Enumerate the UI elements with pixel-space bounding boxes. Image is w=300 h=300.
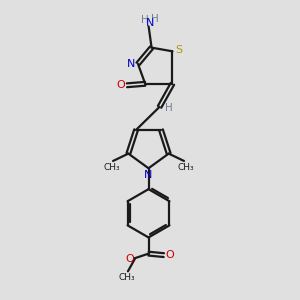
- Text: O: O: [117, 80, 125, 90]
- Text: N: N: [127, 59, 136, 69]
- Text: CH₃: CH₃: [103, 163, 120, 172]
- Text: CH₃: CH₃: [118, 273, 135, 282]
- Text: N: N: [144, 170, 153, 180]
- Text: H: H: [164, 103, 172, 113]
- Text: H: H: [141, 15, 149, 25]
- Text: N: N: [146, 19, 154, 28]
- Text: H: H: [151, 14, 159, 24]
- Text: CH₃: CH₃: [177, 163, 194, 172]
- Text: O: O: [165, 250, 174, 260]
- Text: O: O: [126, 254, 134, 264]
- Text: S: S: [175, 45, 182, 55]
